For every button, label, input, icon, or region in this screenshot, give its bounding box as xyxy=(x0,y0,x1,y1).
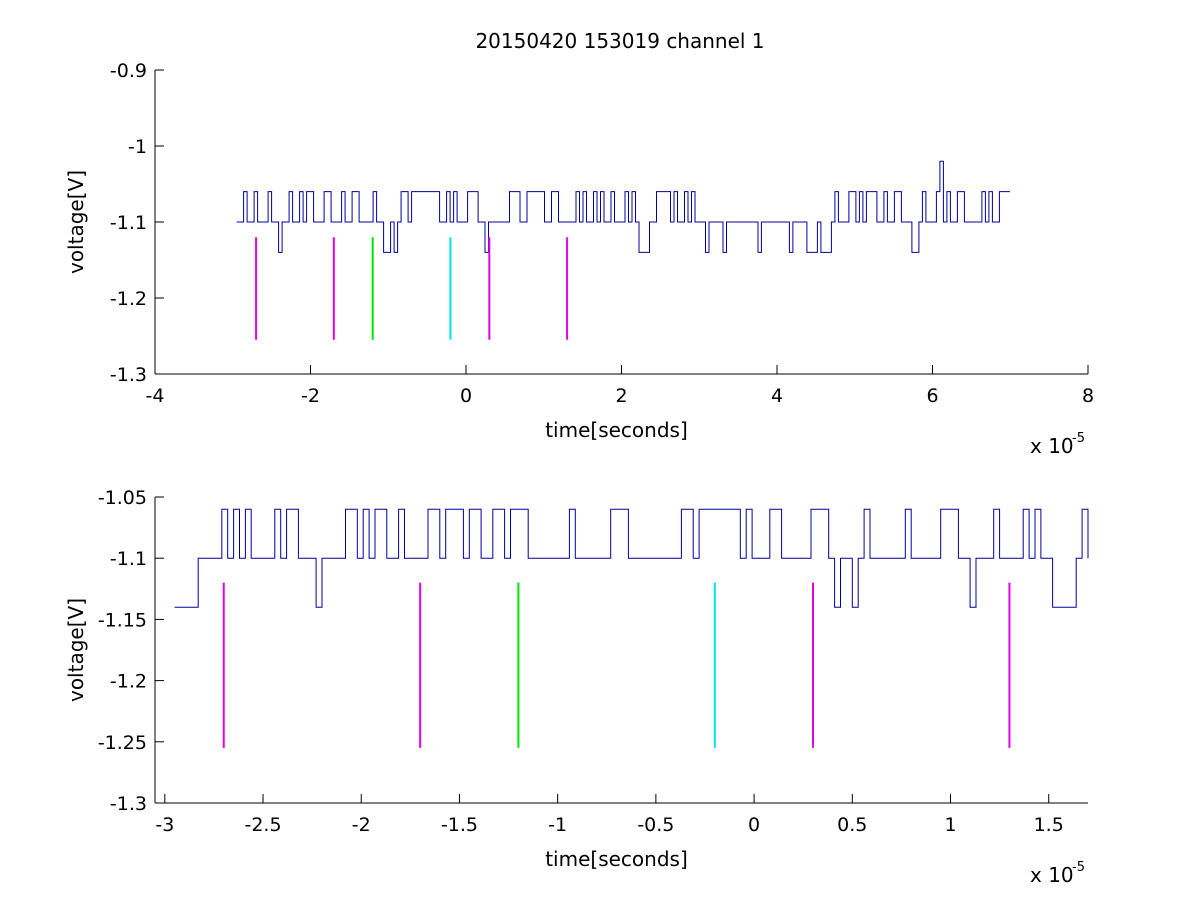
x-exponent-value: -5 xyxy=(1072,860,1085,875)
axes: -3 -2.5 -2 -1.5 -1 -0.5 0 0.5 1 1.5 -1.3 -1.25 -1.2 -… xyxy=(64,487,1088,887)
y-axis-label: voltage[V] xyxy=(64,598,88,702)
y-tick-label: -1.25 xyxy=(98,732,147,754)
y-tick-label: -0.9 xyxy=(110,60,147,82)
x-tick-label: -2.5 xyxy=(244,814,281,836)
y-tick-label: -1.1 xyxy=(110,212,147,234)
y-tick-label: -1.3 xyxy=(110,793,147,815)
x-tick-label: 4 xyxy=(771,385,783,407)
x-tick-label: 1.5 xyxy=(1034,814,1064,836)
y-axis-label: voltage[V] xyxy=(64,170,88,274)
x-tick-label: 8 xyxy=(1082,385,1094,407)
x-exponent-label: x 10 xyxy=(1030,434,1074,458)
x-tick-label: -2 xyxy=(352,814,371,836)
x-axis-label: time[seconds] xyxy=(545,847,688,871)
x-tick-label: -1.5 xyxy=(441,814,478,836)
x-tick-label: 0 xyxy=(748,814,760,836)
x-tick-label: 0 xyxy=(460,385,472,407)
y-tick-label: -1.1 xyxy=(110,548,147,570)
x-axis-label: time[seconds] xyxy=(545,418,688,442)
x-exponent-value: -5 xyxy=(1072,431,1085,446)
x-tick-label: 1 xyxy=(944,814,956,836)
x-tick-label: -4 xyxy=(146,385,165,407)
axes: -4 -2 0 2 4 6 8 -1.3 -1.2 -1.1 -1 -0.9 time[seconds]… xyxy=(64,60,1094,458)
figure-title: 20150420 153019 channel 1 xyxy=(475,29,764,53)
bottom-plot: -3 -2.5 -2 -1.5 -1 -0.5 0 0.5 1 1.5 -1.3 -1.25 -1.2 -… xyxy=(64,487,1089,887)
x-tick-label: -3 xyxy=(155,814,174,836)
x-tick-label: 2 xyxy=(615,385,627,407)
y-tick-label: -1.3 xyxy=(110,364,147,386)
x-tick-label: -0.5 xyxy=(637,814,674,836)
y-tick-label: -1.2 xyxy=(110,671,147,693)
x-tick-label: 6 xyxy=(926,385,938,407)
signal-trace xyxy=(174,508,1089,608)
x-tick-label: -1 xyxy=(548,814,567,836)
top-plot: -4 -2 0 2 4 6 8 -1.3 -1.2 -1.1 -1 -0.9 time[seconds]… xyxy=(64,60,1094,458)
y-tick-label: -1.2 xyxy=(110,288,147,310)
y-tick-label: -1 xyxy=(128,136,147,158)
x-tick-label: -2 xyxy=(301,385,320,407)
y-tick-label: -1.05 xyxy=(98,487,147,509)
signal-trace xyxy=(236,160,1010,253)
x-exponent-label: x 10 xyxy=(1030,863,1074,887)
x-tick-label: 0.5 xyxy=(837,814,867,836)
y-tick-label: -1.15 xyxy=(98,609,147,631)
